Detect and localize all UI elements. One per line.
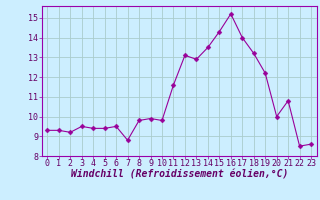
- X-axis label: Windchill (Refroidissement éolien,°C): Windchill (Refroidissement éolien,°C): [70, 170, 288, 180]
